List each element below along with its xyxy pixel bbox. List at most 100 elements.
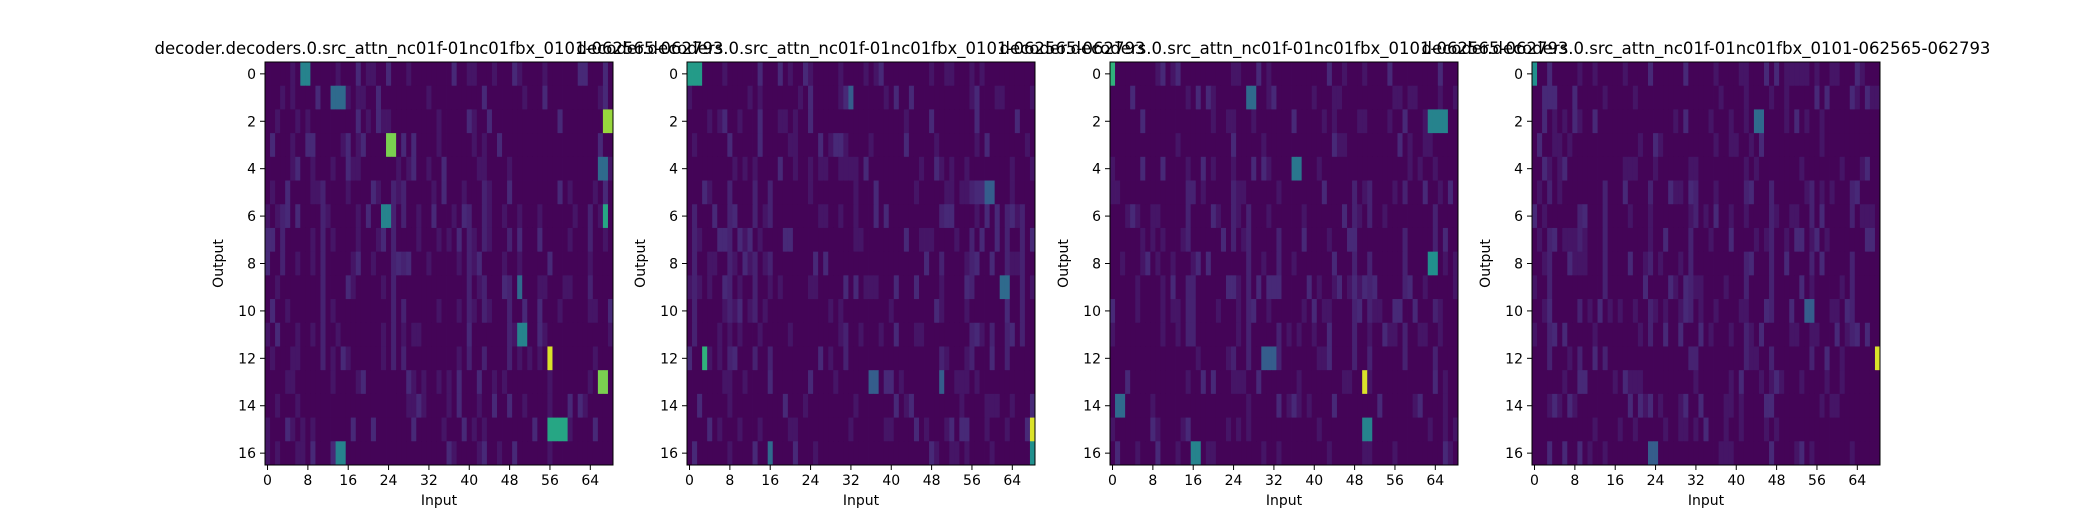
heatmap-cell	[1733, 62, 1740, 87]
heatmap-cell	[421, 133, 427, 158]
heatmap-cell	[752, 251, 759, 276]
heatmap-cell	[1150, 370, 1156, 395]
heatmap-cell	[1658, 346, 1664, 371]
heatmap-cell	[512, 204, 518, 229]
heatmap-cell	[1728, 156, 1735, 181]
heatmap-cell	[471, 133, 478, 158]
heatmap-cell	[330, 417, 337, 442]
heatmap-cell	[552, 322, 558, 347]
heatmap-cell	[391, 156, 397, 181]
heatmap-cell	[486, 417, 493, 442]
heatmap-cell	[1115, 109, 1121, 134]
heatmap-cell	[1572, 322, 1578, 347]
heatmap-cell	[1562, 441, 1568, 466]
heatmap-cell	[300, 227, 306, 253]
heatmap-cell	[843, 180, 849, 205]
heatmap-cell	[954, 227, 960, 253]
heatmap-cell	[1869, 62, 1876, 87]
heatmap-cell	[888, 133, 895, 158]
heatmap-cell	[1347, 251, 1353, 276]
heatmap-cell	[1864, 109, 1871, 134]
heatmap-cell	[431, 133, 437, 158]
x-axis-label: Input	[421, 493, 458, 509]
heatmap-cell	[1632, 227, 1639, 253]
heatmap-cell	[1738, 156, 1745, 181]
heatmap-cell	[1819, 275, 1825, 300]
heatmap-cell	[471, 393, 478, 418]
heatmap-cell	[787, 275, 794, 300]
heatmap-cell	[833, 85, 839, 110]
heatmap-cell	[1844, 299, 1851, 324]
heatmap-cell	[1165, 180, 1171, 205]
heatmap-cell	[1839, 322, 1846, 347]
heatmap-cell	[1587, 156, 1593, 181]
heatmap-cell	[572, 441, 579, 466]
heatmap-cell	[1567, 62, 1573, 87]
heatmap-cell	[1220, 275, 1227, 300]
heatmap-cell	[1809, 417, 1815, 442]
heatmap-cell	[1321, 251, 1328, 276]
heatmap-cell	[1637, 441, 1644, 466]
heatmap-cell	[1748, 109, 1755, 134]
heatmap-cell	[1286, 85, 1292, 110]
heatmap-cell	[1844, 441, 1851, 466]
heatmap-cell	[416, 133, 422, 158]
heatmap-cell	[1854, 62, 1861, 87]
heatmap-cell	[1688, 109, 1694, 134]
heatmap-cell	[1582, 346, 1588, 371]
heatmap-cell	[1809, 133, 1815, 158]
heatmap-cell	[1387, 227, 1393, 253]
heatmap-cell	[300, 322, 306, 347]
heatmap-cell	[1542, 62, 1548, 87]
heatmap-cell	[486, 133, 493, 158]
y-tick-label: 4	[1514, 162, 1523, 178]
heatmap-cell	[1698, 85, 1704, 110]
heatmap-cell	[431, 180, 437, 205]
heatmap-cell	[285, 251, 291, 276]
heatmap-cell	[1286, 441, 1292, 466]
heatmap-cell	[391, 133, 397, 158]
heatmap-cell	[1190, 346, 1197, 371]
heatmap-cell	[1019, 204, 1026, 229]
heatmap-cell	[1432, 156, 1439, 181]
heatmap-cell	[1622, 227, 1629, 253]
heatmap-cell	[1713, 204, 1720, 229]
heatmap-cell	[572, 322, 579, 347]
heatmap-cell	[552, 393, 558, 418]
heatmap-cell	[587, 322, 594, 347]
y-tick-label: 0	[1092, 67, 1101, 83]
y-axis-label: Output	[633, 239, 649, 288]
heatmap-cell	[552, 227, 558, 253]
heatmap-cell	[787, 299, 794, 324]
heatmap-cell	[436, 133, 442, 158]
heatmap-cell	[1145, 370, 1151, 395]
heatmap-cell	[712, 322, 718, 347]
heatmap-cell	[426, 251, 432, 276]
heatmap-cell	[1769, 85, 1775, 110]
heatmap-cell	[707, 133, 713, 158]
heatmap-cell	[757, 299, 764, 324]
heatmap-cell	[1688, 393, 1694, 418]
heatmap-cell	[507, 251, 513, 276]
heatmap-cell	[1764, 346, 1770, 371]
heatmap-cell	[290, 393, 296, 418]
heatmap-cell	[461, 133, 468, 158]
heatmap-cell	[1648, 227, 1654, 253]
heatmap-cell	[461, 370, 468, 395]
heatmap-cell	[1397, 227, 1403, 253]
heatmap-cell	[1231, 370, 1237, 395]
heatmap-cell	[295, 204, 301, 229]
heatmap-cell	[1377, 441, 1383, 466]
heatmap-cell	[833, 346, 839, 371]
heatmap-cell	[984, 204, 991, 229]
heatmap-cell	[1009, 441, 1016, 466]
heatmap-cell	[1296, 85, 1303, 110]
heatmap-cell	[1336, 299, 1343, 324]
heatmap-cell	[532, 322, 538, 347]
heatmap-cell	[1286, 133, 1292, 158]
heatmap-cell	[1552, 322, 1558, 347]
heatmap-cell	[552, 251, 558, 276]
heatmap-cell	[340, 251, 347, 276]
heatmap-cell	[888, 204, 895, 229]
heatmap-cell	[305, 227, 311, 253]
